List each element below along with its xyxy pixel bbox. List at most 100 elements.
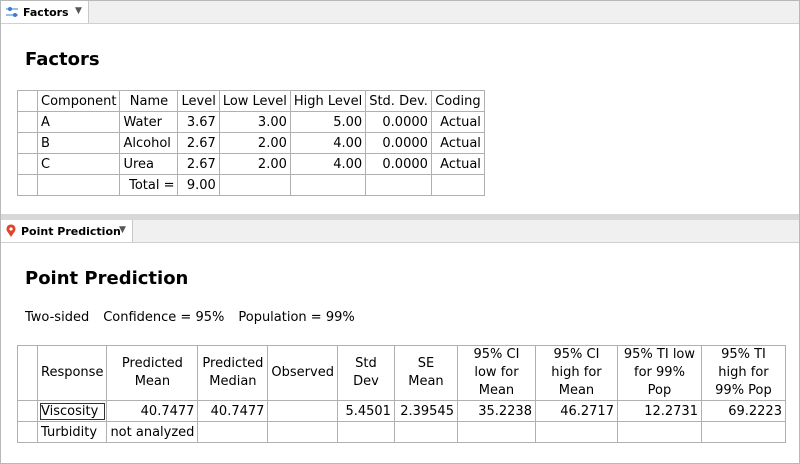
cell [616, 421, 702, 443]
cell [365, 174, 432, 196]
settings: Two-sided Confidence = 95% Population = 99… [25, 310, 369, 325]
cell: Actual [430, 111, 485, 133]
tab[interactable]: Point Prediction ▼ [1, 220, 133, 242]
prediction-table: Response Predicted Mean Predicted Median Ob… [17, 345, 786, 443]
column-header: High Level [289, 90, 367, 112]
section-title: Point Prediction [25, 268, 189, 289]
cell: 69.2223 [700, 400, 786, 422]
row: Turbidity not analyzed [17, 421, 786, 443]
cell: 5.00 [289, 111, 367, 133]
column-header: SE Mean [393, 345, 458, 401]
cell: 0.0000 [365, 111, 432, 133]
column-header: 95% TI high for 99% Pop [700, 345, 786, 401]
cell: 2.00 [218, 132, 291, 154]
row-header [17, 345, 38, 401]
header-row: Response Predicted Mean Predicted Median Ob… [17, 345, 786, 401]
column-header: Low Level [218, 90, 291, 112]
column-header: Level [177, 90, 220, 112]
cell: 4.00 [289, 153, 367, 175]
cell: Total = [119, 174, 179, 196]
tab-menu[interactable]: ▼ [119, 225, 126, 235]
cell: 2.39545 [393, 400, 458, 422]
column-header: 95% CI low for Mean [456, 345, 536, 401]
row-header [17, 400, 38, 422]
cell [218, 174, 291, 196]
tab-label: Point Prediction [21, 224, 121, 238]
cell [534, 421, 618, 443]
column-header: 95% TI low for 99% Pop [616, 345, 702, 401]
row: B Alcohol 2.67 2.00 4.00 0.0000 Actual [17, 132, 485, 154]
cell: 2.67 [177, 132, 220, 154]
column-header: 95% CI high for Mean [534, 345, 618, 401]
cell: Water [119, 111, 179, 133]
cell: 2.67 [177, 153, 220, 175]
cell: Viscosity [36, 400, 108, 422]
row-header [17, 174, 38, 196]
tab-menu[interactable]: ▼ [75, 6, 82, 16]
cell [393, 421, 458, 443]
column-header: Response [36, 345, 108, 401]
cell: Actual [430, 132, 485, 154]
section-title: Factors [25, 49, 100, 70]
row-header [17, 90, 38, 112]
cell [267, 400, 338, 422]
cell: B [36, 132, 121, 154]
cell: Actual [430, 153, 485, 175]
row-header [17, 132, 38, 154]
cell: 3.67 [177, 111, 220, 133]
tab-bar: Point Prediction ▼ [1, 220, 799, 243]
cell: Urea [119, 153, 179, 175]
cell: 12.2731 [616, 400, 702, 422]
header-row: Component Name Level Low Level High Level Std… [17, 90, 485, 112]
column-header: Name [119, 90, 179, 112]
row: Total = 9.00 [17, 174, 485, 196]
separator [1, 214, 799, 220]
cell [430, 174, 485, 196]
cell: C [36, 153, 121, 175]
factors-table: Component Name Level Low Level High Level Std… [17, 90, 485, 196]
cell [700, 421, 786, 443]
cell [267, 421, 338, 443]
cell: 40.7477 [197, 400, 269, 422]
cell: 9.00 [177, 174, 220, 196]
column-header: Predicted Median [197, 345, 269, 401]
column-header: Std. Dev. [365, 90, 432, 112]
column-header: Observed [267, 345, 338, 401]
column-header: Predicted Mean [106, 345, 199, 401]
row-header [17, 153, 38, 175]
row: Viscosity 40.7477 40.7477 5.4501 2.39545 35.2… [17, 400, 786, 422]
setting: Population = 99% [238, 310, 355, 325]
tab-icon [6, 224, 16, 237]
tab-bar: Factors ▼ [1, 1, 799, 24]
cell: 4.00 [289, 132, 367, 154]
setting: Two-sided [25, 310, 90, 325]
tab-icon [6, 7, 18, 17]
cell [36, 174, 121, 196]
column-header: Std Dev [336, 345, 395, 401]
cell: 5.4501 [336, 400, 395, 422]
cell: 0.0000 [365, 153, 432, 175]
setting: Confidence = 95% [103, 310, 225, 325]
cell: Alcohol [119, 132, 179, 154]
cell: 46.2717 [534, 400, 618, 422]
cell: 35.2238 [456, 400, 536, 422]
cell: 40.7477 [106, 400, 199, 422]
cell [289, 174, 367, 196]
cell [456, 421, 536, 443]
cell [336, 421, 395, 443]
cell: 0.0000 [365, 132, 432, 154]
cell: A [36, 111, 121, 133]
tab-label: Factors [23, 5, 69, 19]
row-header [17, 111, 38, 133]
row: A Water 3.67 3.00 5.00 0.0000 Actual [17, 111, 485, 133]
column-header: Component [36, 90, 121, 112]
cell: Turbidity [36, 421, 108, 443]
cell: not analyzed [106, 421, 199, 443]
cell [197, 421, 269, 443]
cell: 2.00 [218, 153, 291, 175]
column-header: Coding [430, 90, 485, 112]
row-header [17, 421, 38, 443]
tab[interactable]: Factors ▼ [1, 1, 89, 23]
row: C Urea 2.67 2.00 4.00 0.0000 Actual [17, 153, 485, 175]
